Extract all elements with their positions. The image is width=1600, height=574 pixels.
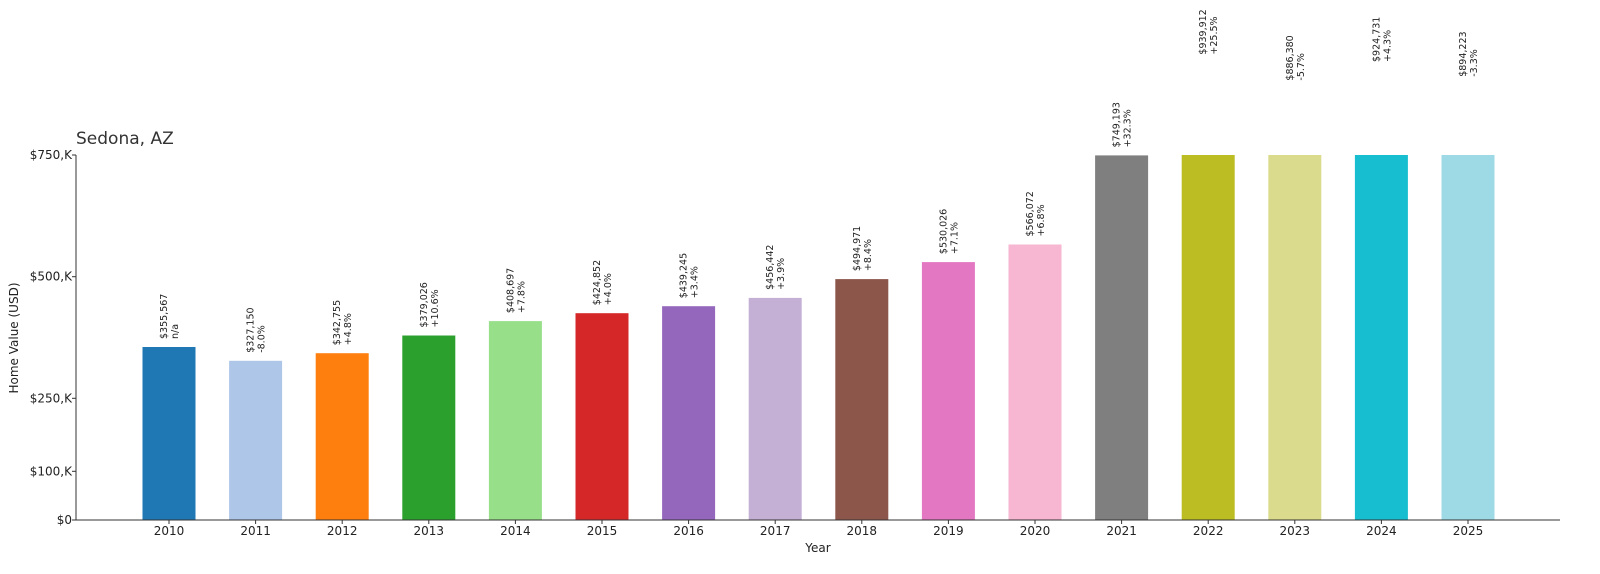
bar-value-label: $327,150: [246, 307, 257, 352]
bar-labels-group: $355,567 n/a $327,150 -8.0% $342,755 +4.8% $37…: [159, 9, 1480, 353]
bar-change-label: +8.4%: [863, 239, 874, 271]
bar-2011: [229, 360, 283, 520]
bar-change-label: -8.0%: [257, 325, 268, 353]
bar-annotation-2024: $924,731 +4.3%: [1371, 17, 1393, 62]
bar-annotation-2018: $494,971 +8.4%: [852, 226, 874, 271]
bar-2017: [748, 297, 802, 520]
y-tick-label: $250,K: [30, 391, 73, 405]
y-axis: $0 $100,K $250,K $500,K $750,K: [30, 148, 77, 527]
bar-2025: [1441, 155, 1495, 520]
x-tick-label-2024: 2024: [1366, 524, 1397, 538]
bar-change-label: +3.9%: [776, 258, 787, 290]
bar-value-label: $494,971: [852, 226, 863, 271]
bar-annotation-2016: $439,245 +3.4%: [679, 253, 701, 298]
bar-change-label: +3.4%: [690, 266, 701, 298]
bar-change-label: +25.5%: [1209, 16, 1220, 54]
bar-2024: [1354, 155, 1408, 520]
bar-2021: [1095, 155, 1149, 520]
x-tick-label-2014: 2014: [500, 524, 531, 538]
bar-annotation-2011: $327,150 -8.0%: [246, 307, 268, 352]
x-tick-label-2023: 2023: [1280, 524, 1311, 538]
x-tick-label-2017: 2017: [760, 524, 791, 538]
bar-value-label: $939,912: [1198, 9, 1209, 54]
bar-annotation-2023: $886,380 -5.7%: [1285, 35, 1307, 80]
bar-change-label: +32.3%: [1123, 109, 1134, 147]
bar-value-label: $894,223: [1458, 31, 1469, 76]
bar-change-label: +6.8%: [1036, 204, 1047, 236]
bar-annotation-2015: $424,852 +4.0%: [592, 260, 614, 305]
bar-2013: [402, 335, 456, 520]
bar-value-label: $379,026: [419, 282, 430, 327]
bar-value-label: $749,193: [1112, 102, 1123, 147]
y-axis-label: Home Value (USD): [7, 282, 21, 393]
bar-2023: [1268, 155, 1322, 520]
x-tick-label-2022: 2022: [1193, 524, 1224, 538]
bar-2020: [1008, 244, 1062, 520]
y-tick-label: $500,K: [30, 270, 73, 284]
bar-change-label: +7.1%: [949, 222, 960, 254]
chart-title: Sedona, AZ: [76, 129, 174, 149]
y-tick-label: $750,K: [30, 148, 73, 162]
bar-value-label: $530,026: [938, 209, 949, 254]
bar-value-label: $566,072: [1025, 191, 1036, 236]
bar-value-label: $408,697: [505, 268, 516, 313]
bar-annotation-2022: $939,912 +25.5%: [1198, 9, 1220, 54]
bar-annotation-2021: $749,193 +32.3%: [1112, 102, 1134, 147]
x-tick-label-2013: 2013: [414, 524, 445, 538]
x-tick-label-2012: 2012: [327, 524, 358, 538]
bar-change-label: +4.8%: [343, 313, 354, 345]
bar-value-label: $424,852: [592, 260, 603, 305]
bar-2019: [921, 262, 975, 520]
bar-annotation-2017: $456,442 +3.9%: [765, 245, 787, 290]
bar-value-label: $439,245: [679, 253, 690, 298]
bars-group: [142, 155, 1495, 520]
bar-change-label: +7.8%: [516, 281, 527, 313]
bar-annotation-2010: $355,567 n/a: [159, 294, 181, 339]
x-tick-label-2016: 2016: [673, 524, 704, 538]
y-tick-label: $0: [57, 513, 72, 527]
bar-value-label: $924,731: [1371, 17, 1382, 62]
bar-annotation-2020: $566,072 +6.8%: [1025, 191, 1047, 236]
x-tick-label-2020: 2020: [1020, 524, 1051, 538]
bar-value-label: $886,380: [1285, 35, 1296, 80]
bar-change-label: n/a: [170, 324, 181, 339]
bar-value-label: $355,567: [159, 294, 170, 339]
bar-2010: [142, 347, 196, 520]
bar-change-label: +4.3%: [1382, 30, 1393, 62]
bar-value-label: $342,755: [332, 300, 343, 345]
bar-2012: [315, 353, 369, 520]
bar-2022: [1181, 155, 1235, 520]
y-tick-label: $100,K: [30, 464, 73, 478]
bar-change-label: -5.7%: [1296, 53, 1307, 81]
x-tick-label-2018: 2018: [847, 524, 878, 538]
bar-annotation-2019: $530,026 +7.1%: [938, 209, 960, 254]
x-axis-label: Year: [804, 541, 830, 555]
bar-change-label: +10.6%: [430, 289, 441, 327]
x-tick-label-2025: 2025: [1453, 524, 1484, 538]
x-tick-label-2010: 2010: [154, 524, 185, 538]
bar-2016: [662, 306, 716, 520]
bar-value-label: $456,442: [765, 245, 776, 290]
bar-2015: [575, 313, 629, 520]
x-tick-label-2011: 2011: [240, 524, 271, 538]
bar-change-label: -3.3%: [1469, 49, 1480, 77]
x-tick-label-2021: 2021: [1106, 524, 1137, 538]
x-tick-label-2015: 2015: [587, 524, 618, 538]
bar-annotation-2013: $379,026 +10.6%: [419, 282, 441, 327]
bar-annotation-2025: $894,223 -3.3%: [1458, 31, 1480, 76]
x-axis: 2010 2011 2012 2013 2014 2015 2016 2017 2018 2019…: [76, 519, 1560, 538]
bar-annotation-2012: $342,755 +4.8%: [332, 300, 354, 345]
bar-2018: [835, 279, 889, 520]
bar-2014: [488, 321, 542, 520]
x-tick-label-2019: 2019: [933, 524, 964, 538]
bar-change-label: +4.0%: [603, 273, 614, 305]
bar-annotation-2014: $408,697 +7.8%: [505, 268, 527, 313]
